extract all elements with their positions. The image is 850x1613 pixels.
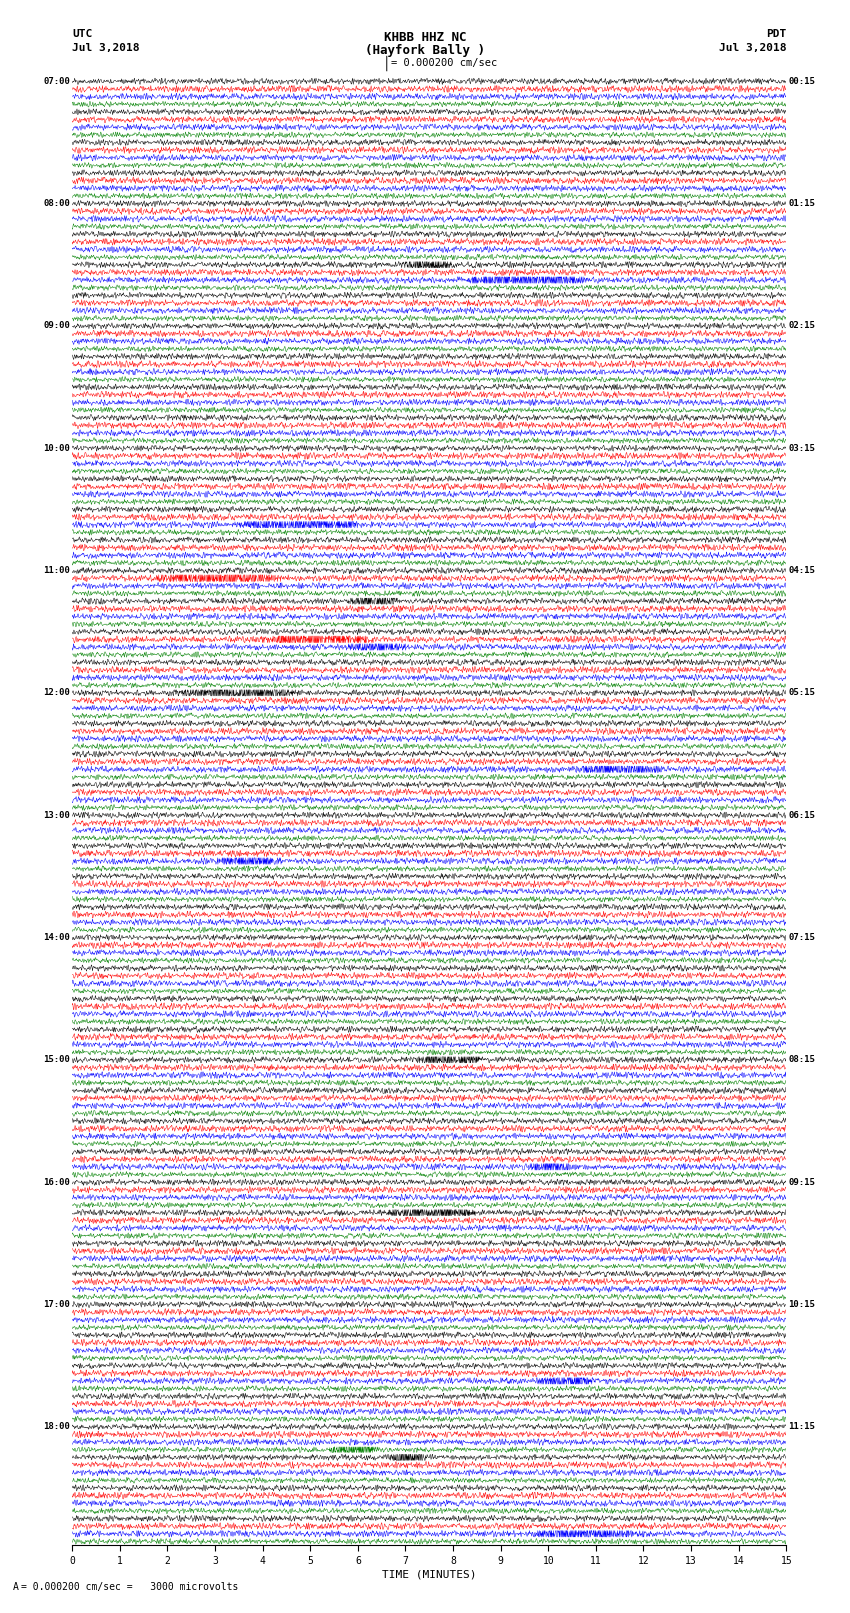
X-axis label: TIME (MINUTES): TIME (MINUTES)	[382, 1569, 477, 1579]
Text: (Hayfork Bally ): (Hayfork Bally )	[365, 44, 485, 56]
Text: 12:00: 12:00	[43, 689, 70, 697]
Text: 14:00: 14:00	[43, 932, 70, 942]
Text: 11:15: 11:15	[789, 1423, 815, 1431]
Text: 07:00: 07:00	[43, 77, 70, 85]
Text: = 0.000200 cm/sec: = 0.000200 cm/sec	[391, 58, 497, 68]
Text: 01:15: 01:15	[789, 198, 815, 208]
Text: UTC: UTC	[72, 29, 93, 39]
Text: 17:00: 17:00	[43, 1300, 70, 1308]
Text: 00:15: 00:15	[789, 77, 815, 85]
Text: 15:00: 15:00	[43, 1055, 70, 1065]
Text: 02:15: 02:15	[789, 321, 815, 331]
Text: │: │	[383, 55, 390, 71]
Text: 18:00: 18:00	[43, 1423, 70, 1431]
Text: 08:00: 08:00	[43, 198, 70, 208]
Text: PDT: PDT	[766, 29, 786, 39]
Text: KHBB HHZ NC: KHBB HHZ NC	[383, 31, 467, 44]
Text: 07:15: 07:15	[789, 932, 815, 942]
Text: = 0.000200 cm/sec =   3000 microvolts: = 0.000200 cm/sec = 3000 microvolts	[21, 1582, 239, 1592]
Text: 11:00: 11:00	[43, 566, 70, 574]
Text: Jul 3,2018: Jul 3,2018	[72, 44, 139, 53]
Text: 13:00: 13:00	[43, 811, 70, 819]
Text: 04:15: 04:15	[789, 566, 815, 574]
Text: 08:15: 08:15	[789, 1055, 815, 1065]
Text: 09:15: 09:15	[789, 1177, 815, 1187]
Text: 09:00: 09:00	[43, 321, 70, 331]
Text: A: A	[13, 1582, 19, 1592]
Text: Jul 3,2018: Jul 3,2018	[719, 44, 786, 53]
Text: 16:00: 16:00	[43, 1177, 70, 1187]
Text: 10:15: 10:15	[789, 1300, 815, 1308]
Text: 06:15: 06:15	[789, 811, 815, 819]
Text: 05:15: 05:15	[789, 689, 815, 697]
Text: 10:00: 10:00	[43, 444, 70, 453]
Text: 03:15: 03:15	[789, 444, 815, 453]
